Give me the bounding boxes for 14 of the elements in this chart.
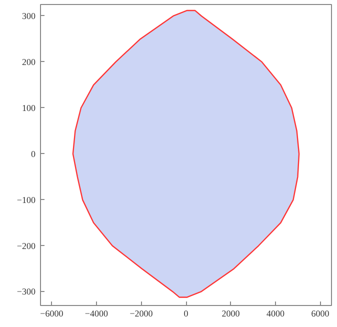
x-tick-label: −6000 [40,308,64,318]
x-tick-label: 6000 [311,308,330,318]
y-tick-label: −300 [16,286,36,297]
x-tick-label: 4000 [266,308,286,318]
y-tick-label: 300 [22,10,36,21]
y-tick-label: 100 [22,102,36,113]
x-tick-label: −2000 [130,308,154,318]
y-tick-label: −200 [16,240,36,251]
y-tick-label: 0 [31,148,36,159]
x-tick-label: 2000 [222,308,240,318]
x-tick-label: −4000 [84,308,108,318]
x-tick-label: 0 [184,308,189,318]
y-tick-label: 200 [22,56,36,67]
y-tick-label: −100 [16,194,36,205]
